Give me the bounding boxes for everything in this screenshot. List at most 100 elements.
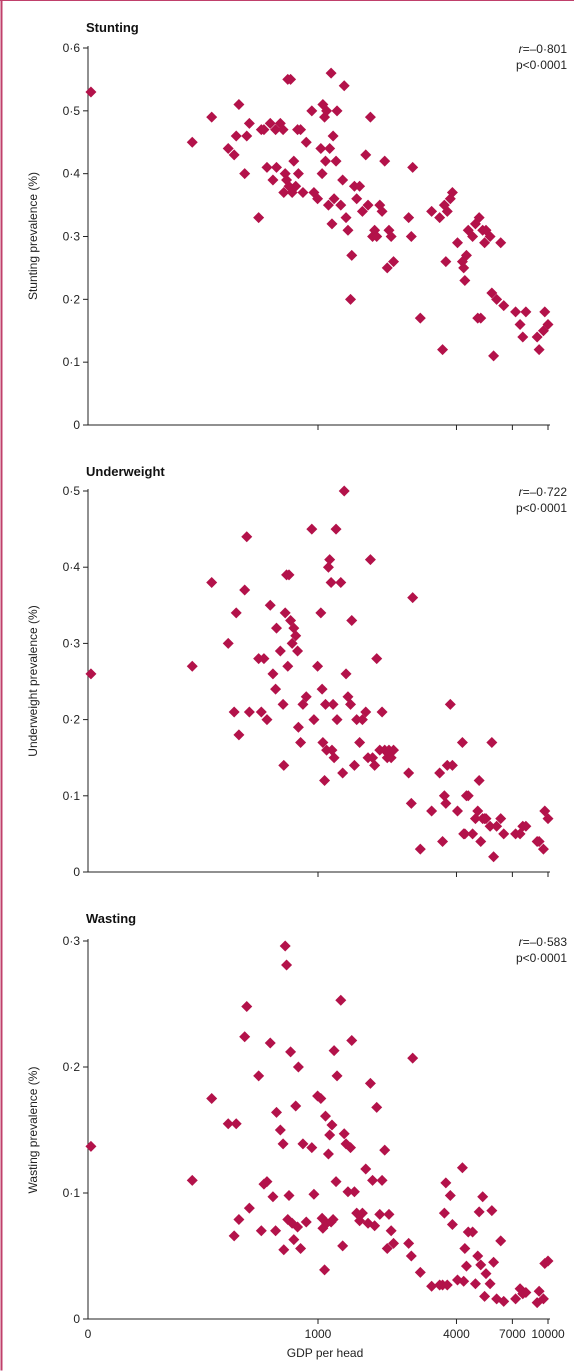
data-point [510, 1293, 522, 1305]
data-point [459, 1242, 471, 1254]
data-point [371, 231, 383, 242]
data-point [279, 940, 291, 952]
data-point [331, 714, 343, 726]
data-point [206, 1093, 218, 1104]
data-point [326, 218, 338, 230]
x-tick-label: 1000 [305, 1327, 332, 1341]
data-point [264, 117, 276, 129]
data-point [426, 805, 438, 817]
data-point [369, 1220, 381, 1232]
data-point [292, 1221, 304, 1233]
data-point [376, 706, 388, 718]
data-point [434, 767, 446, 779]
data-point [261, 1176, 273, 1188]
data-point [351, 714, 363, 726]
data-point [292, 1061, 304, 1073]
data-point [233, 1213, 245, 1225]
data-point [274, 1124, 286, 1136]
data-point [484, 231, 496, 242]
y-tick-label: 0 [73, 418, 80, 432]
data-point [364, 1077, 376, 1089]
data-point [486, 287, 498, 299]
data-point [477, 1191, 489, 1203]
panel-title: Stunting [86, 20, 139, 35]
data-point [261, 714, 273, 726]
data-point [338, 80, 350, 92]
data-point [206, 111, 218, 123]
data-point [441, 205, 453, 217]
data-point [446, 187, 458, 199]
data-point [486, 736, 498, 748]
data-point [290, 630, 302, 642]
data-point [517, 331, 529, 343]
panel-wasting: Wasting 0 0·1 0·2 0·3 0 1000 4000 7000 10000 Wasti… [26, 911, 567, 1360]
data-point [379, 1144, 391, 1156]
data-point [270, 1106, 282, 1118]
data-point [473, 775, 485, 787]
data-point [283, 1190, 295, 1202]
data-point [316, 683, 328, 695]
data-point [467, 1226, 479, 1238]
y-tick-label: 0·3 [63, 934, 81, 948]
data-point [288, 155, 300, 167]
data-point [295, 1242, 307, 1254]
data-point [321, 105, 333, 117]
data-point [328, 752, 340, 764]
data-point [285, 1046, 297, 1058]
data-point [338, 485, 350, 497]
data-point [295, 124, 307, 136]
data-point [460, 1260, 472, 1272]
correlation-symbol: r [519, 935, 524, 949]
data-point [407, 592, 419, 604]
data-point [306, 105, 318, 117]
data-point [473, 1206, 485, 1218]
data-point [491, 820, 503, 832]
data-point [285, 73, 297, 85]
data-point [338, 1128, 350, 1140]
data-point [278, 187, 290, 199]
data-point [335, 994, 347, 1006]
data-point [451, 237, 463, 249]
data-point [407, 161, 419, 173]
data-point [186, 136, 198, 148]
data-point [405, 797, 417, 809]
data-point [360, 706, 372, 718]
data-point [230, 607, 242, 619]
data-point [348, 759, 360, 771]
data-point [446, 759, 458, 771]
data-point [539, 306, 551, 318]
data-point [346, 615, 358, 627]
data-point [283, 569, 295, 581]
data-point [292, 721, 304, 733]
data-point [444, 1190, 456, 1202]
data-point [324, 1129, 336, 1141]
data-point [327, 1213, 339, 1225]
correlation-symbol: r [519, 42, 524, 56]
data-point [542, 1255, 554, 1267]
data-point [320, 155, 332, 167]
data-point [376, 1174, 388, 1186]
x-tick-label: 10000 [531, 1327, 565, 1341]
data-point [281, 959, 293, 971]
data-point [488, 851, 500, 863]
data-point [414, 312, 426, 324]
y-tick-label: 0 [73, 1312, 80, 1326]
data-point [542, 813, 554, 825]
data-point [340, 212, 352, 224]
frame-left-border [0, 0, 3, 1371]
panel-title: Underweight [86, 464, 165, 479]
y-tick-label: 0·1 [63, 355, 81, 369]
data-point [186, 1174, 198, 1186]
data-point [328, 193, 340, 205]
data-point [330, 523, 342, 535]
data-point [335, 576, 347, 588]
data-point [403, 1237, 415, 1249]
data-point [317, 736, 329, 748]
data-point [316, 168, 328, 180]
y-tick-label: 0·6 [63, 41, 81, 55]
data-point [243, 706, 255, 718]
p-value-label: p<0·0001 [516, 58, 567, 72]
data-point [345, 293, 357, 305]
